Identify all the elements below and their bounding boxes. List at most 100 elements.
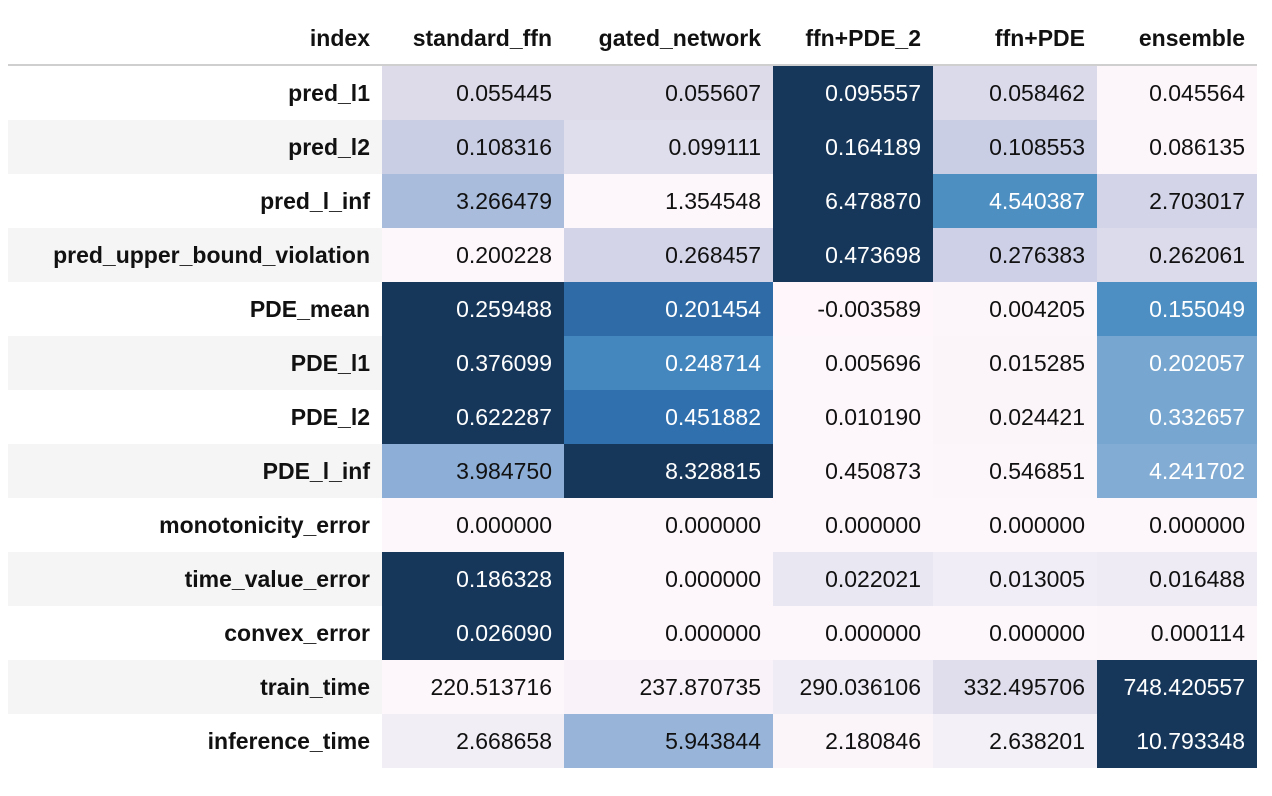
- heatmap-cell: 0.473698: [773, 228, 933, 282]
- heatmap-cell: 332.495706: [933, 660, 1097, 714]
- heatmap-cell: 0.376099: [382, 336, 564, 390]
- heatmap-cell: 2.703017: [1097, 174, 1257, 228]
- heatmap-cell: 0.000000: [933, 606, 1097, 660]
- row-label: PDE_l1: [8, 336, 382, 390]
- table-row: pred_upper_bound_violation 0.200228 0.2684…: [8, 228, 1257, 282]
- heatmap-cell: 0.332657: [1097, 390, 1257, 444]
- heatmap-cell: 0.259488: [382, 282, 564, 336]
- table-row: convex_error 0.026090 0.000000 0.000000 0.00…: [8, 606, 1257, 660]
- row-label: pred_upper_bound_violation: [8, 228, 382, 282]
- heatmap-cell: 0.010190: [773, 390, 933, 444]
- heatmap-cell: 0.022021: [773, 552, 933, 606]
- heatmap-cell: 0.004205: [933, 282, 1097, 336]
- table-row: monotonicity_error 0.000000 0.000000 0.0000…: [8, 498, 1257, 552]
- row-label: monotonicity_error: [159, 511, 370, 538]
- heatmap-cell: 290.036106: [773, 660, 933, 714]
- heatmap-cell: 2.668658: [382, 714, 564, 768]
- heatmap-table: index standard_ffn gated_network ffn+PDE…: [8, 12, 1257, 768]
- heatmap-cell: 4.241702: [1097, 444, 1257, 498]
- table-row: PDE_l1 0.376099 0.248714 0.005696 0.015285 0.…: [8, 336, 1257, 390]
- column-header-standard-ffn: standard_ffn: [412, 24, 552, 51]
- heatmap-cell: 0.546851: [933, 444, 1097, 498]
- heatmap-cell: 0.000114: [1097, 606, 1257, 660]
- table-row: PDE_l2 0.622287 0.451882 0.010190 0.024421 0.…: [8, 390, 1257, 444]
- heatmap-cell: 0.000000: [1097, 498, 1257, 552]
- column-header-gated-network: gated_network: [598, 24, 761, 51]
- heatmap-cell: 0.000000: [773, 606, 933, 660]
- heatmap-cell: 220.513716: [382, 660, 564, 714]
- row-label: pred_l1: [288, 79, 370, 106]
- heatmap-cell: 0.155049: [1097, 282, 1257, 336]
- heatmap-cell: 0.000000: [564, 606, 773, 660]
- table-row: inference_time 2.668658 5.943844 2.180846 2.…: [8, 714, 1257, 768]
- heatmap-cell: 0.108316: [382, 120, 564, 174]
- heatmap-cell: 6.478870: [773, 174, 933, 228]
- column-header-index: index: [309, 24, 370, 51]
- heatmap-cell: 0.045564: [1097, 65, 1257, 120]
- heatmap-cell: 0.016488: [1097, 552, 1257, 606]
- table-body: pred_l1 0.055445 0.055607 0.095557 0.058462 0…: [8, 65, 1257, 768]
- heatmap-cell: 0.000000: [933, 498, 1097, 552]
- table-row: pred_l2 0.108316 0.099111 0.164189 0.108553 0…: [8, 120, 1257, 174]
- header-row: index standard_ffn gated_network ffn+PDE…: [8, 12, 1257, 65]
- row-label: train_time: [8, 660, 382, 714]
- heatmap-cell: 0.000000: [564, 552, 773, 606]
- row-label: inference_time: [207, 727, 370, 754]
- heatmap-cell: 0.262061: [1097, 228, 1257, 282]
- heatmap-cell: 0.450873: [773, 444, 933, 498]
- heatmap-cell: 2.180846: [773, 714, 933, 768]
- heatmap-cell: 0.000000: [382, 498, 564, 552]
- heatmap-cell: 5.943844: [564, 714, 773, 768]
- row-label: pred_l_inf: [260, 187, 370, 214]
- heatmap-cell: 0.451882: [564, 390, 773, 444]
- row-label: PDE_l2: [290, 403, 370, 430]
- heatmap-cell: 0.202057: [1097, 336, 1257, 390]
- heatmap-cell: 0.058462: [933, 65, 1097, 120]
- row-label: time_value_error: [8, 552, 382, 606]
- heatmap-table-container: index standard_ffn gated_network ffn+PDE…: [8, 12, 1257, 768]
- heatmap-cell: 8.328815: [564, 444, 773, 498]
- heatmap-cell: 0.099111: [564, 120, 773, 174]
- column-header-ffn-pde-2: ffn+PDE_2: [805, 24, 921, 51]
- heatmap-cell: 0.108553: [933, 120, 1097, 174]
- heatmap-cell: -0.003589: [773, 282, 933, 336]
- heatmap-cell: 0.055445: [382, 65, 564, 120]
- column-header-ffn-pde: ffn+PDE: [994, 24, 1085, 51]
- heatmap-cell: 0.024421: [933, 390, 1097, 444]
- heatmap-cell: 1.354548: [564, 174, 773, 228]
- table-header: index standard_ffn gated_network ffn+PDE…: [8, 12, 1257, 65]
- heatmap-cell: 0.000000: [564, 498, 773, 552]
- heatmap-cell: 0.186328: [382, 552, 564, 606]
- heatmap-cell: 2.638201: [933, 714, 1097, 768]
- heatmap-cell: 0.086135: [1097, 120, 1257, 174]
- heatmap-cell: 10.793348: [1097, 714, 1257, 768]
- column-header-ensemble: ensemble: [1138, 24, 1245, 51]
- table-row: PDE_mean 0.259488 0.201454 -0.003589 0.00420…: [8, 282, 1257, 336]
- heatmap-cell: 0.055607: [564, 65, 773, 120]
- heatmap-cell: 0.200228: [382, 228, 564, 282]
- table-row: pred_l1 0.055445 0.055607 0.095557 0.058462 0…: [8, 65, 1257, 120]
- heatmap-cell: 0.276383: [933, 228, 1097, 282]
- row-label: PDE_mean: [249, 295, 370, 322]
- heatmap-cell: 748.420557: [1097, 660, 1257, 714]
- table-row: train_time 220.513716 237.870735 290.036106…: [8, 660, 1257, 714]
- heatmap-cell: 0.622287: [382, 390, 564, 444]
- heatmap-cell: 0.201454: [564, 282, 773, 336]
- heatmap-cell: 4.540387: [933, 174, 1097, 228]
- heatmap-cell: 0.268457: [564, 228, 773, 282]
- heatmap-cell: 0.015285: [933, 336, 1097, 390]
- heatmap-cell: 0.005696: [773, 336, 933, 390]
- heatmap-cell: 0.000000: [773, 498, 933, 552]
- table-row: time_value_error 0.186328 0.000000 0.022021…: [8, 552, 1257, 606]
- heatmap-cell: 0.248714: [564, 336, 773, 390]
- table-row: pred_l_inf 3.266479 1.354548 6.478870 4.5403…: [8, 174, 1257, 228]
- heatmap-cell: 3.266479: [382, 174, 564, 228]
- row-label: pred_l2: [8, 120, 382, 174]
- heatmap-cell: 0.095557: [773, 65, 933, 120]
- heatmap-cell: 0.164189: [773, 120, 933, 174]
- heatmap-cell: 0.013005: [933, 552, 1097, 606]
- heatmap-cell: 0.026090: [382, 606, 564, 660]
- heatmap-cell: 3.984750: [382, 444, 564, 498]
- heatmap-cell: 237.870735: [564, 660, 773, 714]
- row-label: convex_error: [224, 619, 370, 646]
